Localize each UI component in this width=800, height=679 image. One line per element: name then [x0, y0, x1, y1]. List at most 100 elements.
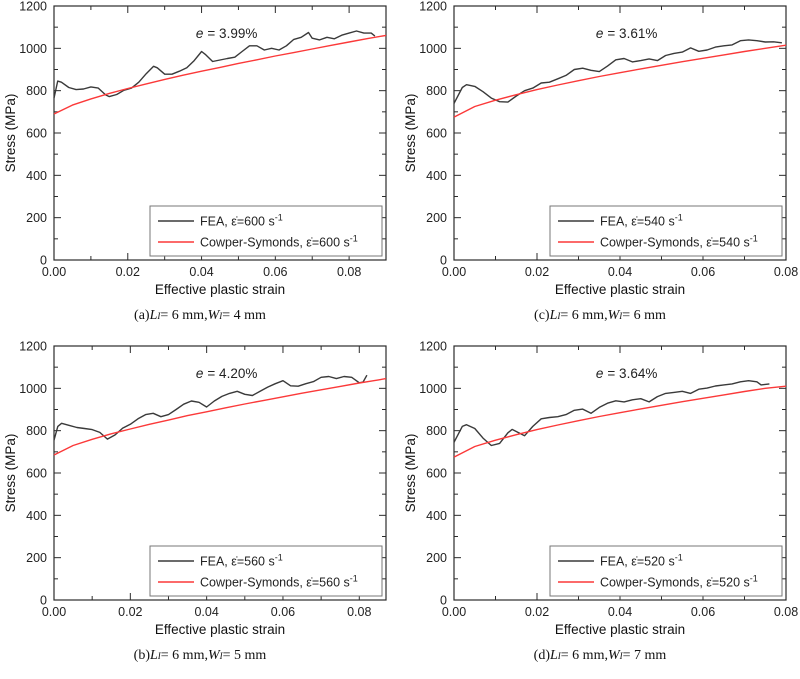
cowper-symonds-line: [453, 44, 787, 118]
error-annotation: e = 3.99%: [196, 26, 257, 41]
x-tick-label: 0.06: [691, 265, 715, 279]
x-tick-label: 0.08: [347, 605, 371, 619]
caption-w-value: = 4 mm: [222, 308, 266, 323]
legend-label: Cowper-Symonds, ε̇=540 s-1: [600, 234, 758, 250]
y-tick-label: 0: [440, 254, 447, 268]
legend-label: FEA, ε̇=600 s-1: [200, 213, 283, 229]
x-tick-label: 0.04: [608, 605, 632, 619]
y-tick-label: 200: [426, 211, 447, 225]
y-tick-label: 1200: [19, 0, 47, 14]
x-tick-label: 0.06: [263, 265, 287, 279]
legend-label: Cowper-Symonds, ε̇=560 s-1: [200, 574, 358, 590]
y-tick-label: 800: [426, 424, 447, 438]
y-tick-label: 1200: [19, 340, 47, 354]
y-tick-label: 1000: [19, 382, 47, 396]
y-tick-label: 400: [26, 169, 47, 183]
legend-label: FEA, ε̇=540 s-1: [600, 213, 683, 229]
y-tick-label: 600: [426, 127, 447, 141]
legend-box: [549, 545, 783, 597]
chart-c: 0.00 0.02 0.04 0.06 0.08 0 200 400 600 800 1000 120…: [403, 0, 798, 297]
x-tick-label: 0.08: [337, 265, 361, 279]
caption-l-symbol: L: [549, 648, 558, 663]
x-axis-title: Effective plastic strain: [155, 282, 285, 297]
caption-letter: (c): [534, 308, 550, 323]
caption-l-value: = 6 mm,: [160, 648, 208, 663]
caption-l-symbol: L: [149, 648, 158, 663]
fea-line: [453, 39, 782, 104]
y-tick-label: 1200: [419, 340, 447, 354]
x-tick-label: 0.02: [525, 265, 549, 279]
y-tick-label: 600: [26, 467, 47, 481]
x-tick-label: 0.00: [442, 265, 466, 279]
error-annotation: e = 4.20%: [196, 366, 257, 381]
caption-w-symbol: W: [607, 648, 620, 663]
caption-letter: (a): [134, 308, 150, 323]
x-tick-label: 0.06: [691, 605, 715, 619]
y-tick-label: 200: [26, 551, 47, 565]
caption-l-value: = 6 mm,: [160, 308, 208, 323]
legend-label: Cowper-Symonds, ε̇=600 s-1: [200, 234, 358, 250]
y-tick-label: 400: [426, 169, 447, 183]
error-annotation: e = 3.64%: [596, 366, 657, 381]
x-tick-label: 0.08: [774, 265, 798, 279]
cowper-symonds-line: [53, 34, 387, 115]
fea-line: [453, 380, 770, 447]
y-tick-label: 1000: [19, 42, 47, 56]
error-annotation: e = 3.61%: [596, 26, 657, 41]
x-tick-label: 0.02: [118, 605, 142, 619]
fea-line: [53, 374, 368, 441]
caption-l-value: = 6 mm,: [560, 308, 608, 323]
x-tick-label: 0.02: [116, 265, 140, 279]
legend-label: FEA, ε̇=520 s-1: [600, 553, 683, 569]
caption-l-symbol: L: [549, 308, 558, 323]
caption-w-symbol: W: [207, 648, 220, 663]
x-tick-label: 0.02: [525, 605, 549, 619]
x-axis-title: Effective plastic strain: [555, 282, 685, 297]
cowper-symonds-line: [453, 385, 787, 458]
y-tick-label: 0: [440, 594, 447, 608]
y-tick-label: 600: [426, 467, 447, 481]
caption-letter: (d): [533, 648, 550, 663]
y-tick-label: 800: [26, 84, 47, 98]
cowper-symonds-line: [53, 377, 387, 456]
caption-letter: (b): [133, 648, 150, 663]
y-tick-label: 800: [426, 84, 447, 98]
caption-w-value: = 5 mm: [222, 648, 267, 663]
chart-d: 0.00 0.02 0.04 0.06 0.08 0 200 400 600 800 1000 120…: [403, 340, 798, 637]
x-tick-label: 0.04: [194, 605, 218, 619]
y-tick-label: 600: [26, 127, 47, 141]
legend-label: FEA, ε̇=560 s-1: [200, 553, 283, 569]
y-axis-title: Stress (MPa): [403, 94, 418, 173]
caption-w-value: = 7 mm: [622, 648, 667, 663]
chart-b-panel: 0.00 0.02 0.04 0.06 0.08 0 200 400 600 800 1000 120…: [0, 340, 400, 679]
chart-c-panel: 0.00 0.02 0.04 0.06 0.08 0 200 400 600 800 1000 120…: [400, 0, 800, 340]
legend-box: [149, 545, 383, 597]
y-tick-label: 0: [40, 594, 47, 608]
caption-w-value: = 6 mm: [622, 308, 666, 323]
x-tick-label: 0.08: [774, 605, 798, 619]
x-tick-label: 0.04: [608, 265, 632, 279]
caption-l-value: = 6 mm,: [560, 648, 608, 663]
caption-w-symbol: W: [607, 308, 620, 323]
caption-w-symbol: W: [207, 308, 220, 323]
chart-a: 0.00 0.02 0.04 0.06 0.08 0 200 400 600 800 1000 120…: [3, 0, 387, 297]
y-axis-title: Stress (MPa): [403, 434, 418, 513]
x-axis-title: Effective plastic strain: [155, 622, 285, 637]
y-tick-label: 0: [40, 254, 47, 268]
y-axis-title: Stress (MPa): [3, 434, 18, 513]
x-tick-label: 0.06: [271, 605, 295, 619]
x-axis-title: Effective plastic strain: [555, 622, 685, 637]
legend-box: [549, 205, 783, 257]
x-tick-label: 0.00: [42, 605, 66, 619]
chart-b: 0.00 0.02 0.04 0.06 0.08 0 200 400 600 800 1000 120…: [3, 340, 387, 637]
y-tick-label: 400: [26, 509, 47, 523]
y-tick-label: 1000: [419, 382, 447, 396]
chart-a-panel: 0.00 0.02 0.04 0.06 0.08 0 200 400 600 800 1000 120…: [0, 0, 400, 340]
legend-box: [149, 205, 383, 257]
x-tick-label: 0.04: [189, 265, 213, 279]
